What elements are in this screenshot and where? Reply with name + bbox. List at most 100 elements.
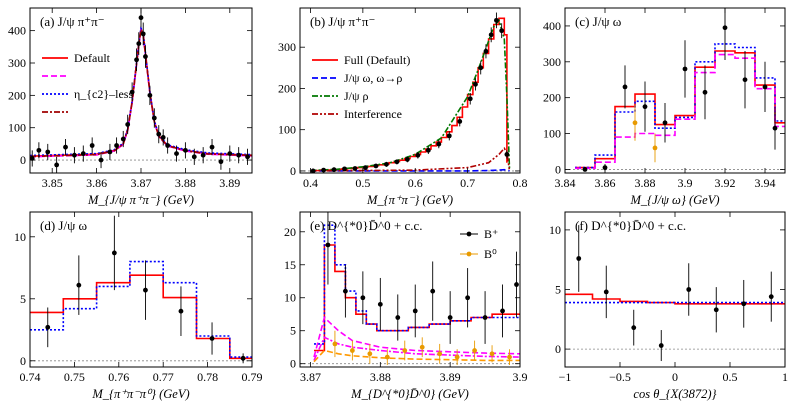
panel-title: (d) J/ψ ω [40, 218, 87, 233]
x-tick-label: 3.9 [678, 176, 693, 190]
legend-marker [466, 231, 472, 237]
legend-marker [466, 251, 472, 257]
y-tick-label: 10 [284, 291, 296, 305]
x-tick-label: 0.7 [460, 176, 475, 190]
data-point [394, 159, 400, 165]
data-point [72, 152, 77, 158]
data-point [331, 167, 337, 173]
series-line-1 [30, 260, 252, 358]
x-tick-label: 3.87 [300, 370, 321, 384]
data-point [478, 65, 484, 71]
data-point [321, 167, 326, 173]
data-point [200, 152, 206, 158]
data-point-b0 [489, 351, 495, 357]
x-tick-label: −1 [559, 370, 572, 384]
plot-frame [299, 211, 521, 368]
y-tick-label: 300 [278, 40, 296, 54]
data-point-b0 [507, 354, 512, 360]
data-point-b0 [367, 351, 373, 357]
data-point [151, 115, 157, 121]
y-tick-label: 5 [20, 292, 26, 306]
x-tick-label: 3.9 [513, 370, 528, 384]
x-tick-label: 3.88 [635, 176, 656, 190]
y-tick-label: 0 [290, 164, 296, 178]
data-point [45, 149, 51, 155]
x-tick-label: 0.76 [108, 370, 129, 384]
data-point [384, 161, 389, 167]
data-point [310, 168, 316, 173]
data-point [662, 120, 668, 126]
data-point [360, 295, 366, 301]
series-line-4 [313, 349, 520, 363]
data-point [682, 66, 688, 72]
y-tick-label: 15 [284, 258, 296, 272]
y-tick-label: 200 [278, 81, 296, 95]
data-point [174, 151, 179, 156]
x-tick-label: 3.87 [131, 176, 152, 190]
legend-label: J/ψ ω, ω→ρ [344, 71, 402, 85]
data-point [147, 92, 153, 98]
data-point [504, 152, 510, 157]
data-point [722, 25, 728, 31]
x-tick-label: 0.79 [242, 370, 263, 384]
x-tick-label: 0.77 [153, 370, 174, 384]
y-tick-label: 200 [543, 91, 561, 105]
data-point [30, 156, 35, 161]
plot-area [30, 215, 252, 364]
data-point [446, 133, 452, 139]
y-tick-label: 300 [543, 55, 561, 69]
data-point [140, 31, 146, 37]
legend-label: B⁺ [484, 227, 498, 241]
x-tick-label: 0.78 [197, 370, 218, 384]
x-tick-label: 1 [782, 370, 788, 384]
legend-label: Default [74, 51, 111, 65]
data-point [129, 89, 135, 95]
data-point [227, 151, 233, 156]
series-line-3 [30, 27, 252, 158]
data-point [191, 154, 197, 160]
plot-area [565, 225, 785, 362]
data-point [482, 315, 488, 320]
y-tick-label: 20 [284, 225, 296, 239]
legend-label: η_{c2}–less [74, 87, 133, 101]
plot-frame [564, 7, 786, 174]
data-point-b0 [437, 351, 443, 357]
y-tick-label: 100 [543, 127, 561, 141]
data-point [125, 122, 131, 127]
x-tick-label: 3.85 [42, 176, 63, 190]
data-point [218, 159, 224, 165]
data-point [143, 287, 148, 293]
series-line-2 [30, 25, 252, 157]
series-line-1 [575, 43, 785, 169]
x-axis-label: M_{π⁺π⁻} (GeV) [366, 193, 453, 207]
data-point [352, 166, 358, 171]
data-point [342, 166, 347, 172]
data-point [686, 287, 692, 292]
legend-label: Full (Default) [344, 53, 410, 67]
x-tick-label: −0.5 [609, 370, 631, 384]
x-tick-label: 3.94 [755, 176, 776, 190]
series-line-2 [575, 53, 785, 170]
legend: Default η_{c2}–less [42, 51, 133, 113]
y-tick-label: 300 [8, 56, 26, 70]
y-tick-label: 5 [555, 283, 561, 297]
data-point [160, 135, 166, 140]
x-tick-label: 3.88 [175, 176, 196, 190]
data-point [143, 54, 148, 59]
data-point [156, 131, 162, 137]
y-tick-label: 0 [290, 357, 296, 371]
data-point [658, 343, 664, 348]
x-tick-label: 0 [672, 370, 678, 384]
data-point [114, 143, 119, 148]
data-point [165, 143, 171, 148]
x-tick-label: 3.86 [595, 176, 616, 190]
data-point [76, 282, 82, 288]
data-point [63, 144, 68, 150]
x-axis-label: M_{D^{*0}D̄^0} (GeV) [350, 387, 469, 401]
data-point-b0 [384, 354, 390, 360]
data-point [741, 301, 747, 307]
x-axis-label: cos θ_{X(3872)} [633, 387, 716, 401]
data-point-b0 [454, 354, 460, 360]
plot-frame [299, 7, 521, 174]
data-point [622, 84, 628, 90]
